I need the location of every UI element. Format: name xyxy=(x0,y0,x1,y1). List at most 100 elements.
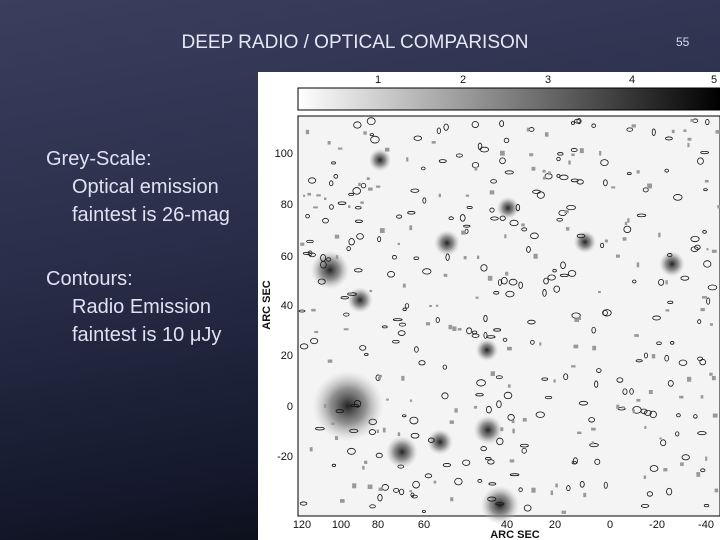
speckle xyxy=(717,205,720,209)
slide-body: Grey-Scale: Optical emission faintest is 2… xyxy=(46,145,230,385)
radio-contour xyxy=(471,121,479,128)
radio-contour xyxy=(664,168,669,173)
speckle xyxy=(512,428,515,434)
colorbar xyxy=(297,87,720,111)
speckle xyxy=(690,118,694,122)
radio-contour xyxy=(442,364,448,370)
radio-contour xyxy=(333,174,339,179)
x-tick-label: -40 xyxy=(698,519,714,531)
speckle xyxy=(435,304,439,307)
speckle xyxy=(429,304,432,308)
radio-contour xyxy=(359,345,367,351)
radio-contour xyxy=(523,504,532,512)
radio-contour xyxy=(496,437,504,446)
radio-contour xyxy=(703,504,710,508)
speckle xyxy=(686,376,692,382)
radio-contour xyxy=(331,161,337,165)
radio-contour xyxy=(445,253,450,261)
radio-contour xyxy=(578,400,589,406)
speckle xyxy=(531,487,536,493)
radio-contour xyxy=(526,246,531,253)
radio-contour xyxy=(488,482,497,486)
radio-contour xyxy=(493,291,500,295)
speckle xyxy=(671,129,675,134)
speckle xyxy=(705,456,708,461)
radio-contour xyxy=(471,330,478,335)
radio-contour xyxy=(667,300,674,304)
radio-contour xyxy=(480,446,487,452)
radio-contour xyxy=(664,136,673,141)
radio-contour xyxy=(652,315,661,321)
page-number: 55 xyxy=(676,35,690,49)
radio-contour xyxy=(527,319,536,325)
radio-contour xyxy=(702,230,707,234)
radio-contour xyxy=(640,503,650,508)
radio-contour xyxy=(348,238,355,246)
speckle xyxy=(505,271,509,276)
radio-contour xyxy=(635,359,643,363)
radio-contour xyxy=(424,473,433,479)
speckle xyxy=(700,308,705,312)
radio-contour xyxy=(368,429,377,435)
speckle xyxy=(611,186,616,189)
radio-contour xyxy=(646,491,654,497)
speckle xyxy=(571,365,576,368)
radio-contour xyxy=(579,481,585,488)
radio-contour xyxy=(509,219,519,227)
speckle xyxy=(476,255,480,259)
speckle xyxy=(577,317,582,320)
radio-contour xyxy=(490,216,499,221)
speckle xyxy=(624,221,628,226)
speckle xyxy=(323,197,327,201)
radio-contour xyxy=(298,309,306,313)
radio-contour xyxy=(600,159,609,166)
radio-contour xyxy=(407,211,416,215)
radio-contour xyxy=(505,290,515,298)
radio-contour xyxy=(616,377,624,383)
radio-contour xyxy=(480,264,488,272)
radio-contour xyxy=(570,148,578,153)
speckle xyxy=(521,223,525,227)
radio-contour xyxy=(487,496,497,502)
speckle xyxy=(506,346,512,351)
speckle xyxy=(615,254,620,258)
radio-contour xyxy=(435,317,440,323)
radio-contour xyxy=(700,150,709,155)
speckle xyxy=(475,296,479,299)
radio-contour xyxy=(350,404,360,408)
radio-contour xyxy=(649,410,657,419)
radio-contour xyxy=(596,368,602,373)
radio-contour xyxy=(364,352,369,357)
speckle xyxy=(311,308,316,312)
speckle xyxy=(409,399,413,402)
radio-contour xyxy=(643,352,648,359)
x-tick-label: 100 xyxy=(332,519,350,531)
radio-contour xyxy=(530,339,535,345)
radio-contour xyxy=(552,268,557,273)
speckle xyxy=(406,157,409,162)
radio-contour xyxy=(543,277,549,285)
speckle xyxy=(634,334,639,337)
speckle xyxy=(687,137,692,141)
radio-contour xyxy=(603,179,608,187)
radio-contour xyxy=(410,188,420,193)
speckle xyxy=(696,472,701,477)
radio-contour xyxy=(536,191,545,199)
speckle xyxy=(425,322,431,326)
speckle xyxy=(604,239,608,243)
radio-contour xyxy=(466,327,473,335)
radio-contour xyxy=(396,214,403,219)
radio-contour xyxy=(448,216,454,221)
speckle xyxy=(711,249,717,253)
speckle xyxy=(526,127,530,132)
radio-contour xyxy=(557,152,564,156)
radio-contour xyxy=(629,388,634,395)
radio-contour xyxy=(354,219,363,223)
radio-contour xyxy=(485,457,492,461)
radio-contour xyxy=(352,187,361,195)
radio-contour xyxy=(347,447,356,455)
radio-contour xyxy=(556,173,561,178)
radio-contour xyxy=(355,206,362,210)
radio-contour xyxy=(489,207,495,213)
